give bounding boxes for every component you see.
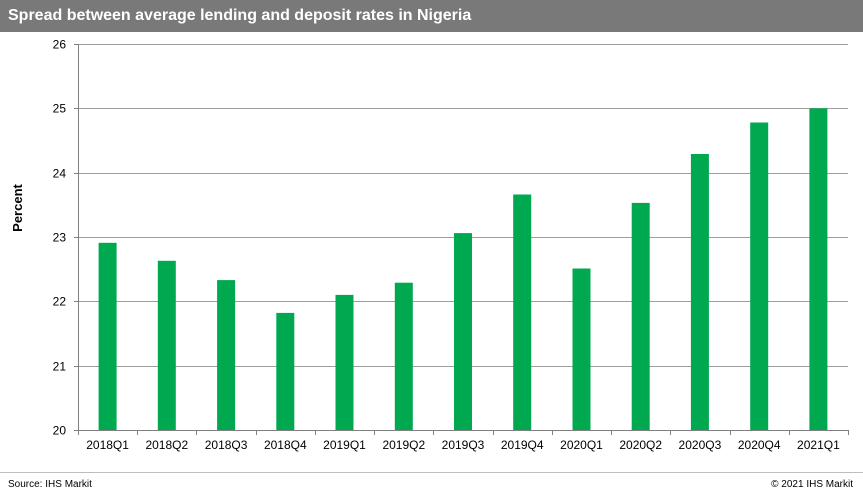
x-tick-labels: 2018Q1 2018Q2 2018Q3 2018Q4 2019Q1 2019Q2 2019…	[78, 430, 849, 452]
copyright-note: © 2021 IHS Markit	[771, 479, 853, 490]
y-tick-label-21: 21	[53, 360, 67, 374]
y-tick-labels: 20 21 22 23 24 25 26	[53, 38, 67, 438]
x-tick-label-2021Q1: 2021Q1	[797, 438, 840, 452]
bar-2020Q3	[690, 154, 709, 430]
x-tick-label-2020Q3: 2020Q3	[679, 438, 722, 452]
bar-2018Q3	[217, 280, 236, 430]
bars	[98, 108, 828, 431]
y-axis-label: Percent	[10, 183, 25, 231]
y-tick-label-23: 23	[53, 231, 67, 245]
x-tick-label-2018Q2: 2018Q2	[145, 438, 188, 452]
y-tick-label-25: 25	[53, 102, 67, 116]
bar-2021Q1	[809, 108, 828, 431]
bar-2020Q4	[750, 122, 769, 430]
y-tick-label-24: 24	[53, 167, 67, 181]
bar-2018Q1	[98, 242, 117, 430]
bar-2019Q2	[394, 282, 413, 430]
bar-2020Q1	[572, 268, 591, 430]
x-tick-label-2019Q1: 2019Q1	[323, 438, 366, 452]
bar-2019Q4	[513, 194, 532, 430]
x-tick-label-2020Q2: 2020Q2	[619, 438, 662, 452]
x-tick-label-2020Q4: 2020Q4	[738, 438, 781, 452]
bar-2019Q3	[454, 233, 472, 430]
y-tick-label-22: 22	[53, 295, 67, 309]
x-tick-label-2019Q4: 2019Q4	[501, 438, 544, 452]
chart-title: Spread between average lending and depos…	[0, 0, 863, 32]
source-note: Source: IHS Markit	[8, 479, 92, 490]
x-tick-label-2019Q3: 2019Q3	[442, 438, 485, 452]
y-tick-label-26: 26	[53, 38, 67, 52]
footer-divider	[0, 472, 863, 473]
bar-2018Q4	[276, 312, 295, 430]
x-tick-label-2019Q2: 2019Q2	[382, 438, 425, 452]
x-tick-label-2018Q1: 2018Q1	[86, 438, 129, 452]
bar-2018Q2	[157, 260, 176, 430]
x-tick-label-2020Q1: 2020Q1	[560, 438, 603, 452]
y-tick-label-20: 20	[53, 424, 67, 438]
bar-2020Q2	[631, 202, 650, 430]
x-tick-label-2018Q3: 2018Q3	[205, 438, 248, 452]
x-tick-label-2018Q4: 2018Q4	[264, 438, 307, 452]
bar-2019Q1	[335, 294, 354, 430]
